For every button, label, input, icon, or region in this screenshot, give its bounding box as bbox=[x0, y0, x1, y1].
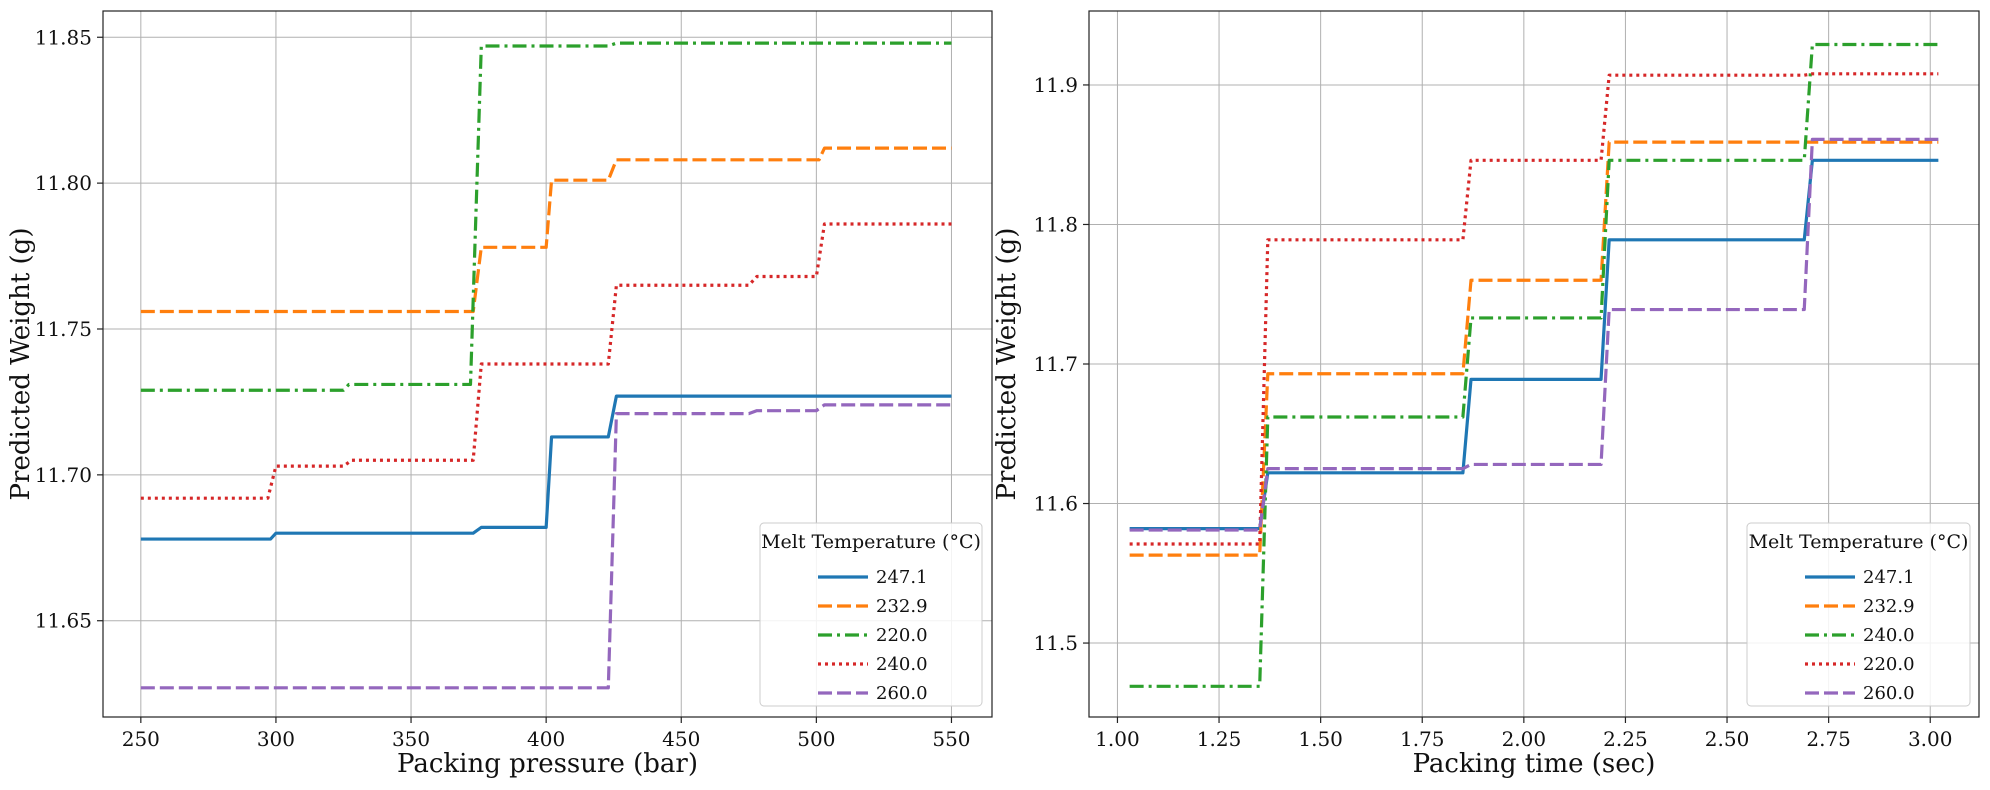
x-tick-label: 1.75 bbox=[1400, 727, 1445, 751]
series-line-220-0 bbox=[140, 41, 952, 392]
y-tick-label: 11.5 bbox=[1033, 631, 1078, 655]
x-tick-label: 2.75 bbox=[1806, 727, 1851, 751]
x-tick-label: 300 bbox=[257, 727, 295, 751]
y-tick-label: 11.6 bbox=[1033, 492, 1078, 516]
legend-title: Melt Temperature (°C) bbox=[1749, 531, 1969, 553]
x-tick-label: 3.00 bbox=[1908, 727, 1953, 751]
y-tick-label: 11.65 bbox=[35, 609, 92, 633]
x-tick-label: 1.25 bbox=[1197, 727, 1242, 751]
y-tick-label: 11.70 bbox=[35, 463, 92, 487]
series-line-220-0 bbox=[1129, 72, 1939, 546]
y-tick-label: 11.75 bbox=[35, 317, 92, 341]
legend-label: 232.9 bbox=[1863, 596, 1915, 617]
legend-label: 260.0 bbox=[1863, 683, 1915, 704]
x-tick-label: 2.00 bbox=[1502, 727, 1547, 751]
legend-label: 247.1 bbox=[1863, 567, 1915, 588]
x-axis-title: Packing time (sec) bbox=[1413, 749, 1656, 779]
series-line-247-1 bbox=[1129, 158, 1939, 531]
series-line-247-1 bbox=[140, 394, 952, 541]
legend-box bbox=[759, 522, 983, 707]
legend-label: 260.0 bbox=[876, 683, 928, 704]
plot-frame bbox=[102, 10, 993, 718]
series-line-240-0 bbox=[1129, 42, 1939, 688]
legend-label: 220.0 bbox=[876, 625, 928, 646]
series-line-260-0 bbox=[1129, 137, 1939, 532]
legend-label: 247.1 bbox=[876, 567, 928, 588]
y-axis-title: Predicted Weight (g) bbox=[6, 228, 36, 501]
chart-panel-2: 1.00 1.25 1.50 1.75 2.00 2.25 2.50 2.75 3.00 11.5… bbox=[992, 10, 1980, 779]
x-tick-label: 550 bbox=[932, 727, 970, 751]
legend-label: 240.0 bbox=[876, 654, 928, 675]
x-tick-label: 350 bbox=[392, 727, 430, 751]
legend-box bbox=[1746, 522, 1971, 707]
legend-label: 220.0 bbox=[1863, 654, 1915, 675]
legend-label: 232.9 bbox=[876, 596, 928, 617]
legend: Melt Temperature (°C) 247.1 232.9 240.0 220.… bbox=[1746, 522, 1971, 707]
legend-label: 240.0 bbox=[1863, 625, 1915, 646]
y-tick-label: 11.85 bbox=[35, 25, 92, 49]
y-tick-label: 11.80 bbox=[35, 171, 92, 195]
x-tick-label: 450 bbox=[662, 727, 700, 751]
x-tick-label: 1.00 bbox=[1095, 727, 1140, 751]
x-tick-label: 250 bbox=[122, 727, 160, 751]
y-tick-label: 11.7 bbox=[1033, 352, 1078, 376]
legend-title: Melt Temperature (°C) bbox=[761, 531, 981, 553]
y-axis-title: Predicted Weight (g) bbox=[992, 228, 1022, 501]
series-line-232-9 bbox=[140, 146, 952, 314]
x-tick-label: 2.25 bbox=[1603, 727, 1648, 751]
series-line-240-0 bbox=[140, 222, 952, 500]
x-tick-label: 1.50 bbox=[1298, 727, 1343, 751]
y-tick-label: 11.8 bbox=[1033, 212, 1078, 236]
series-line-260-0 bbox=[140, 403, 952, 690]
x-tick-label: 2.50 bbox=[1705, 727, 1750, 751]
x-tick-label: 400 bbox=[527, 727, 565, 751]
x-axis-title: Packing pressure (bar) bbox=[397, 749, 698, 779]
x-tick-label: 500 bbox=[797, 727, 835, 751]
y-tick-label: 11.9 bbox=[1033, 73, 1078, 97]
series-line-232-9 bbox=[1129, 140, 1939, 557]
chart-panel-1: 250 300 350 400 450 500 550 11.65 11.70 11.75 11.8… bbox=[6, 10, 993, 779]
legend: Melt Temperature (°C) 247.1 232.9 220.0 240.… bbox=[759, 522, 983, 707]
